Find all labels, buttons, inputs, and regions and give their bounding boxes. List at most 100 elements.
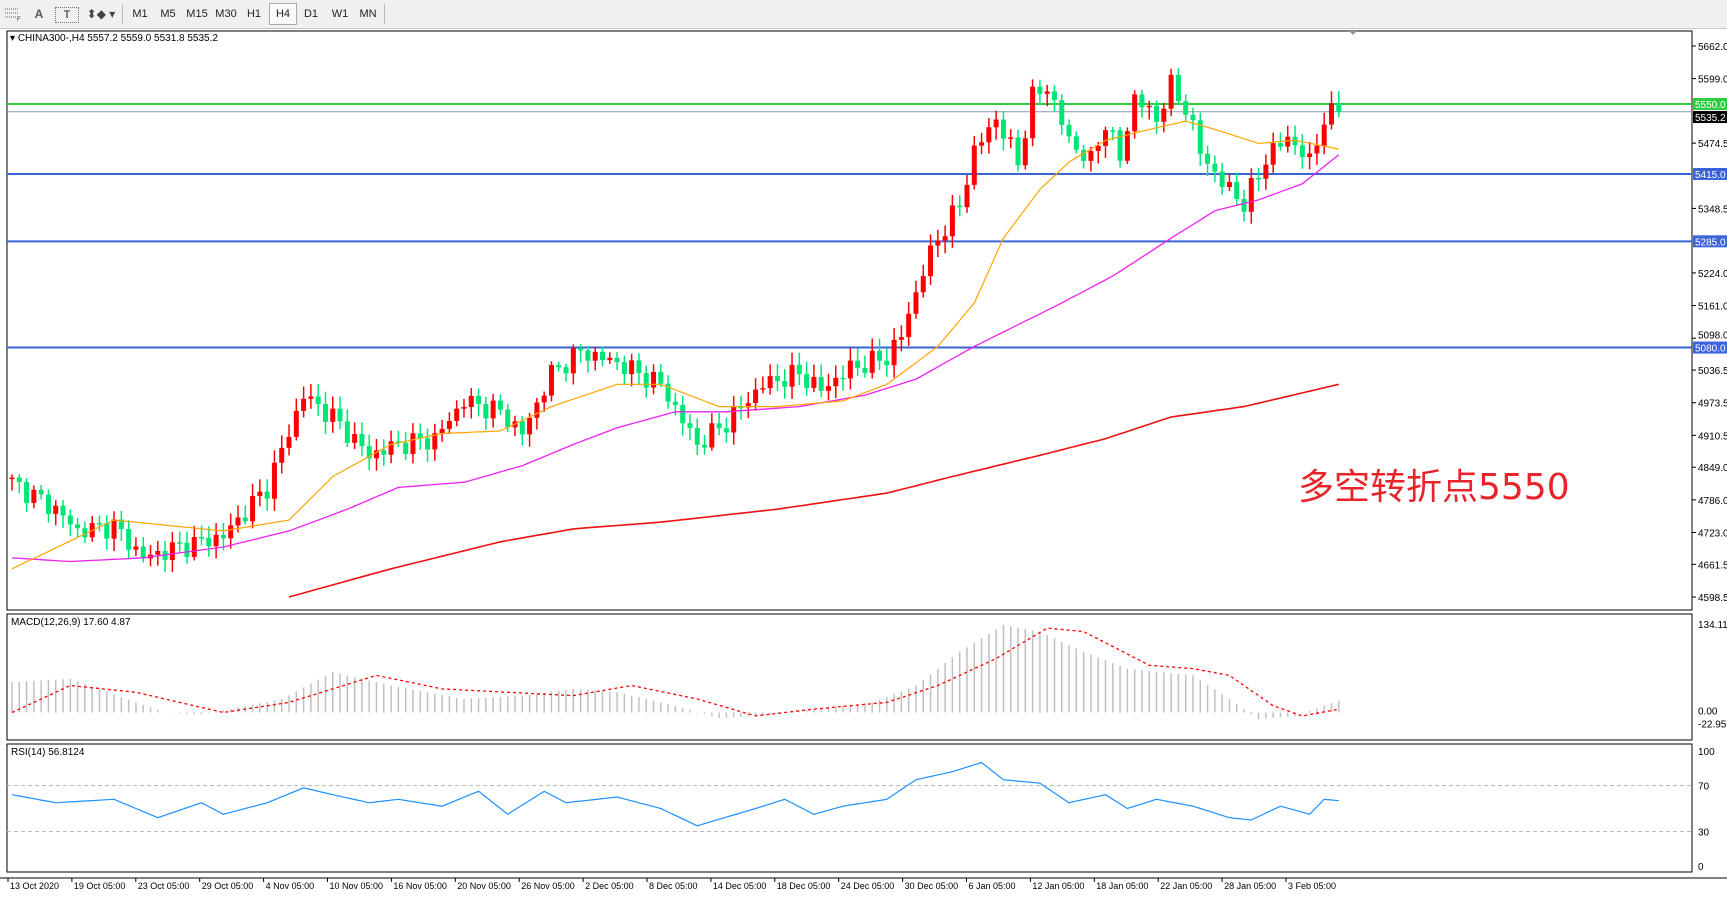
timeframe-h4[interactable]: H4 — [269, 3, 297, 25]
candle-body — [607, 357, 613, 361]
level-tag — [1693, 235, 1727, 248]
rsi-panel — [6, 743, 1693, 873]
candle-body — [949, 205, 955, 237]
candle-body — [1066, 124, 1072, 137]
text-label-tool-button[interactable]: T — [55, 7, 79, 23]
rsi-line — [11, 761, 1339, 827]
time-label: 16 Nov 05:00 — [393, 881, 447, 891]
time-label: 24 Dec 05:00 — [841, 881, 895, 891]
price-tick-label: 5036.5 — [1698, 366, 1727, 377]
candle-body — [869, 350, 875, 373]
price-tick-label: 4723.0 — [1698, 528, 1727, 539]
macd-signal-line — [11, 627, 1339, 717]
candle-body — [665, 383, 671, 402]
candle-body — [1277, 143, 1283, 147]
candle-body — [257, 491, 263, 496]
candle-body — [913, 292, 919, 314]
time-label: 14 Dec 05:00 — [713, 881, 767, 891]
candle-body — [884, 360, 890, 366]
candle-body — [82, 528, 88, 538]
level-tag-label: 5285.0 — [1695, 237, 1726, 248]
bid-tag-label: 5535.2 — [1695, 113, 1726, 124]
candle-body — [220, 534, 226, 539]
candle-body — [359, 433, 365, 447]
macd-panel — [6, 613, 1693, 741]
candle-body — [1263, 164, 1269, 179]
candle-body — [585, 350, 591, 361]
level-tag-label: 5415.0 — [1695, 170, 1726, 181]
candle-body — [1270, 143, 1276, 165]
price-tick-label: 4661.5 — [1698, 560, 1727, 571]
time-label: 10 Nov 05:00 — [330, 881, 384, 891]
candle-body — [694, 428, 700, 445]
candle-body — [1161, 108, 1167, 122]
candle-body — [322, 403, 328, 422]
price-tick-label: 5098.0 — [1698, 331, 1727, 342]
candle-body — [308, 396, 314, 399]
candle-body — [31, 489, 37, 503]
candle-body — [1190, 114, 1196, 121]
price-tick-label: 4910.5 — [1698, 431, 1727, 442]
candle-body — [432, 433, 438, 450]
crosshair-grid-icon[interactable]: F — [2, 3, 24, 25]
candle-body — [1292, 136, 1298, 146]
rsi-tick-label: 0 — [1698, 862, 1704, 873]
candle-body — [75, 524, 81, 529]
candle-body — [928, 245, 934, 277]
candle-body — [942, 236, 948, 241]
candle-body — [534, 402, 540, 418]
rsi-tick-label: 100 — [1698, 747, 1715, 758]
candle-body — [767, 376, 773, 389]
time-label: 3 Feb 05:00 — [1288, 881, 1336, 891]
level-tag — [1693, 98, 1727, 111]
candle-body — [111, 519, 117, 539]
candle-body — [672, 401, 678, 406]
candle-body — [96, 523, 102, 525]
candle-body — [1219, 171, 1225, 188]
candle-body — [636, 360, 642, 374]
timeframe-mn[interactable]: MN — [359, 8, 377, 20]
timeframe-m30[interactable]: M30 — [215, 8, 237, 20]
candle-body — [774, 376, 780, 382]
candle-body — [1008, 137, 1014, 139]
candle-body — [1307, 153, 1313, 158]
candle-body — [24, 481, 30, 503]
text-tool-button[interactable]: A — [34, 7, 44, 21]
chart-header: ▾ CHINA300-,H4 5557.2 5559.0 5531.8 5535… — [10, 33, 218, 44]
candle-body — [1328, 103, 1334, 125]
price-tick-label: 4849.0 — [1698, 463, 1727, 474]
timeframe-h1[interactable]: H1 — [246, 8, 262, 20]
candle-body — [155, 550, 161, 555]
arrows-tool-dropdown[interactable]: ⬍◆ ▾ — [84, 3, 118, 25]
candle-body — [1044, 91, 1050, 94]
candle-body — [621, 362, 627, 375]
candle-body — [920, 276, 926, 293]
timeframe-m15[interactable]: M15 — [186, 8, 208, 20]
candle-body — [242, 517, 248, 522]
candle-body — [67, 515, 73, 525]
candle-body — [1285, 136, 1291, 147]
price-tick-label: 5224.0 — [1698, 269, 1727, 280]
macd-tick-label: 134.11 — [1698, 620, 1727, 631]
timeframe-m5[interactable]: M5 — [160, 8, 176, 20]
rsi-tick-label: 70 — [1698, 782, 1710, 793]
svg-text:F: F — [17, 17, 21, 22]
candle-body — [1037, 86, 1043, 94]
candle-body — [592, 351, 598, 361]
candle-body — [1197, 120, 1203, 154]
candle-body — [38, 489, 44, 495]
price-tick-label: 5662.0 — [1698, 42, 1727, 53]
timeframe-m1[interactable]: M1 — [132, 8, 148, 20]
candle-body — [796, 364, 802, 375]
time-label: 12 Jan 05:00 — [1032, 881, 1084, 891]
macd-tick-label: -22.95 — [1698, 720, 1727, 731]
candle-body — [1241, 199, 1247, 212]
candle-body — [461, 407, 467, 409]
candle-body — [855, 360, 861, 368]
timeframe-d1[interactable]: D1 — [303, 8, 319, 20]
timeframe-w1[interactable]: W1 — [331, 8, 349, 20]
candle-body — [548, 365, 554, 396]
candle-body — [1095, 145, 1101, 152]
candle-body — [898, 337, 904, 340]
